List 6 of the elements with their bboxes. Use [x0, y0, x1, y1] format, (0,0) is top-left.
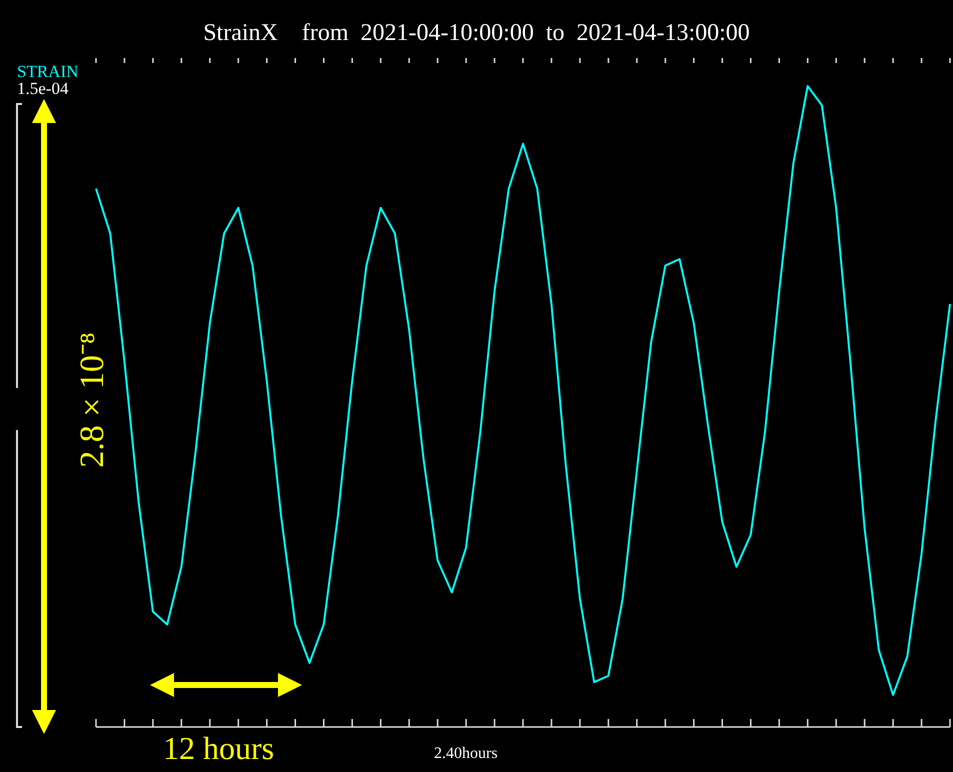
- y-axis-title: STRAIN: [17, 62, 78, 82]
- annotation: 2.8 × 10⁻⁸: [73, 332, 112, 468]
- text: 2.40hours: [434, 745, 498, 763]
- chart-title: StrainX from 2021-04-10:00:00 to 2021-04-13:00:00: [202, 20, 751, 47]
- text: 1.5e-04: [17, 79, 68, 99]
- text: 12 hours: [163, 730, 274, 767]
